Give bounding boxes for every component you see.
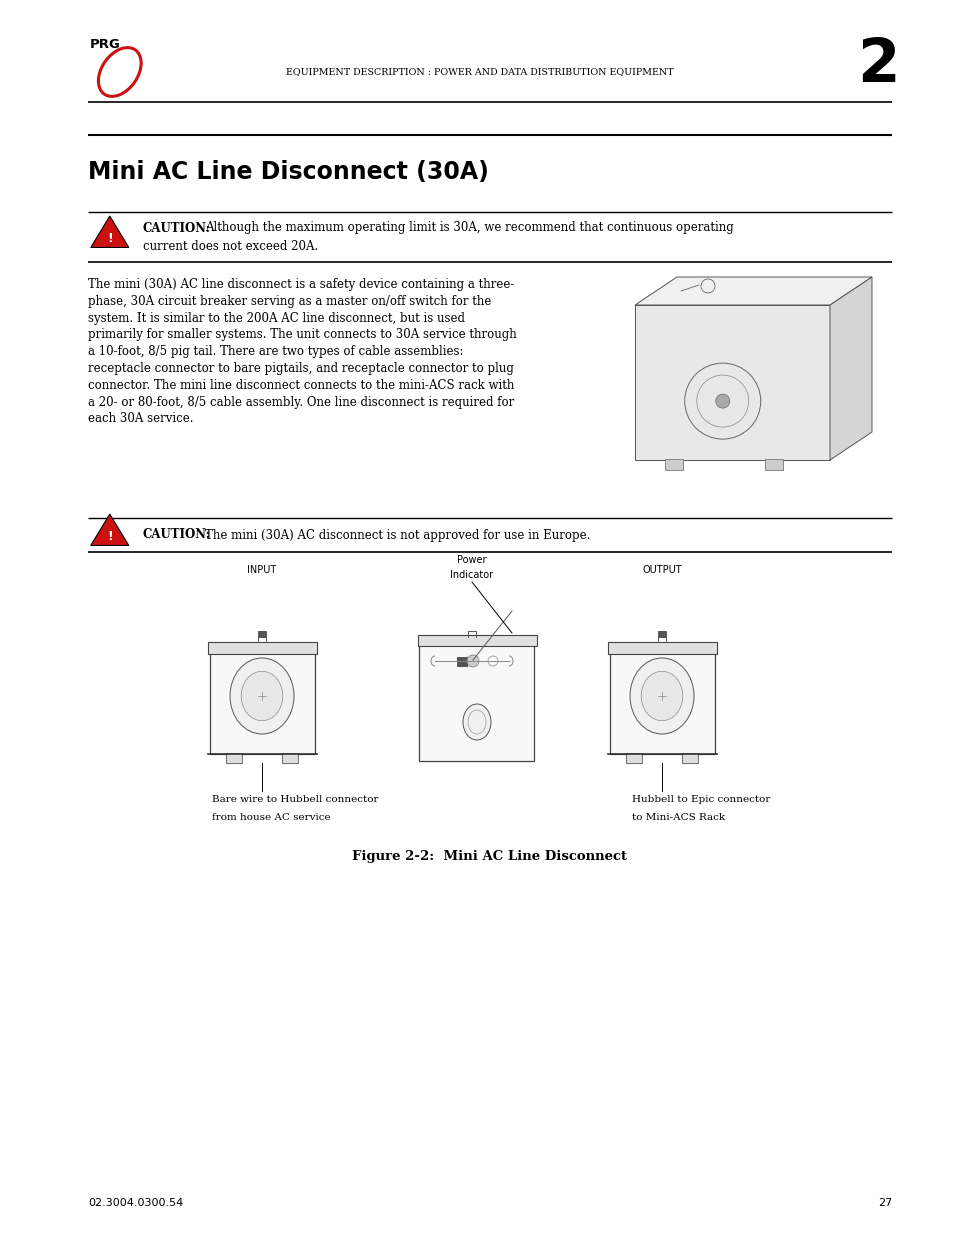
Bar	[456, 657, 467, 666]
Text: phase, 30A circuit breaker serving as a master on/off switch for the: phase, 30A circuit breaker serving as a …	[88, 295, 491, 308]
Bar	[764, 459, 782, 471]
Polygon shape	[829, 277, 871, 459]
Circle shape	[715, 394, 729, 408]
Text: current does not exceed 20A.: current does not exceed 20A.	[143, 241, 317, 253]
Polygon shape	[91, 514, 129, 546]
Text: The mini (30A) AC line disconnect is a safety device containing a three-: The mini (30A) AC line disconnect is a s…	[88, 278, 514, 291]
Text: !: !	[107, 232, 112, 246]
Bar	[681, 753, 698, 763]
Bar	[607, 642, 716, 653]
Text: Power: Power	[456, 555, 486, 564]
Text: a 10-foot, 8/5 pig tail. There are two types of cable assemblies:: a 10-foot, 8/5 pig tail. There are two t…	[88, 346, 463, 358]
Text: each 30A service.: each 30A service.	[88, 412, 193, 425]
Text: connector. The mini line disconnect connects to the mini-ACS rack with: connector. The mini line disconnect conn…	[88, 379, 514, 391]
Text: Figure 2-2:  Mini AC Line Disconnect: Figure 2-2: Mini AC Line Disconnect	[352, 850, 627, 863]
Text: EQUIPMENT DESCRIPTION : POWER AND DATA DISTRIBUTION EQUIPMENT: EQUIPMENT DESCRIPTION : POWER AND DATA D…	[286, 68, 673, 77]
Bar	[257, 631, 266, 637]
Text: The mini (30A) AC disconnect is not approved for use in Europe.: The mini (30A) AC disconnect is not appr…	[205, 529, 590, 541]
Text: to Mini-ACS Rack: to Mini-ACS Rack	[631, 813, 724, 823]
Polygon shape	[635, 305, 829, 459]
Circle shape	[467, 655, 478, 667]
Bar	[658, 631, 665, 637]
Text: Mini AC Line Disconnect (30A): Mini AC Line Disconnect (30A)	[88, 161, 488, 184]
Text: receptacle connector to bare pigtails, and receptacle connector to plug: receptacle connector to bare pigtails, a…	[88, 362, 513, 375]
Ellipse shape	[241, 672, 282, 721]
Ellipse shape	[230, 658, 294, 734]
Ellipse shape	[640, 672, 682, 721]
Bar	[210, 646, 314, 755]
Text: INPUT: INPUT	[247, 564, 276, 576]
Text: from house AC service: from house AC service	[212, 813, 331, 823]
Text: Bare wire to Hubbell connector: Bare wire to Hubbell connector	[212, 795, 378, 804]
Bar	[419, 638, 534, 761]
Text: OUTPUT: OUTPUT	[641, 564, 681, 576]
Text: 02.3004.0300.54: 02.3004.0300.54	[88, 1198, 183, 1208]
Bar	[625, 753, 641, 763]
Ellipse shape	[462, 704, 491, 740]
Bar	[417, 635, 536, 646]
Text: 2: 2	[857, 36, 899, 95]
Text: a 20- or 80-foot, 8/5 cable assembly. One line disconnect is required for: a 20- or 80-foot, 8/5 cable assembly. On…	[88, 395, 514, 409]
Text: primarily for smaller systems. The unit connects to 30A service through: primarily for smaller systems. The unit …	[88, 329, 516, 341]
Ellipse shape	[629, 658, 693, 734]
Polygon shape	[635, 277, 871, 305]
Polygon shape	[91, 216, 129, 247]
Text: Hubbell to Epic connector: Hubbell to Epic connector	[631, 795, 770, 804]
Bar	[282, 753, 297, 763]
Bar	[609, 646, 714, 755]
Bar	[664, 459, 682, 471]
Text: Although the maximum operating limit is 30A, we recommend that continuous operat: Although the maximum operating limit is …	[205, 221, 733, 235]
Text: CAUTION:: CAUTION:	[143, 221, 211, 235]
Bar	[208, 642, 316, 653]
Text: CAUTION:: CAUTION:	[143, 529, 211, 541]
Text: Indicator: Indicator	[450, 571, 493, 580]
Text: system. It is similar to the 200A AC line disconnect, but is used: system. It is similar to the 200A AC lin…	[88, 311, 464, 325]
Text: PRG: PRG	[90, 38, 120, 51]
Text: 27: 27	[877, 1198, 891, 1208]
Text: !: !	[107, 530, 112, 543]
Bar	[226, 753, 242, 763]
